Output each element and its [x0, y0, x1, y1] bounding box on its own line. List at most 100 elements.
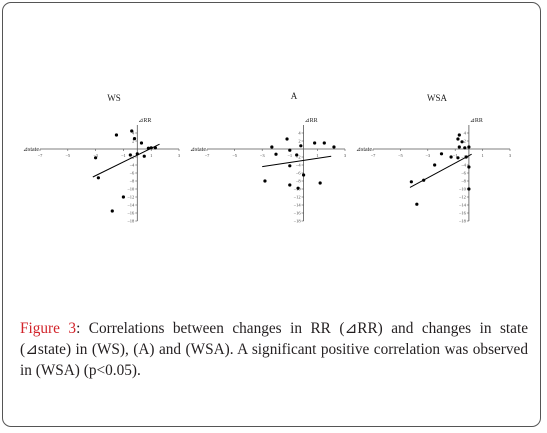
data-point — [464, 155, 468, 159]
y-tick-label: −14 — [459, 203, 467, 208]
data-point — [135, 152, 139, 156]
data-point — [288, 183, 292, 187]
data-point — [415, 202, 419, 206]
y-tick-label: −2 — [461, 155, 466, 160]
y-tick-label: −14 — [294, 203, 302, 208]
data-point — [146, 146, 151, 150]
y-tick-label: −12 — [459, 195, 466, 200]
data-point — [313, 141, 317, 145]
y-tick-label: −16 — [127, 211, 135, 216]
y-tick-label: −2 — [130, 155, 135, 160]
trendline — [262, 155, 332, 168]
x-tick-label: −3 — [260, 153, 266, 158]
data-point — [121, 195, 125, 199]
x-tick-label: −1 — [121, 153, 126, 158]
data-point — [153, 146, 157, 150]
y-tick-label: −8 — [461, 179, 467, 184]
data-point — [322, 141, 326, 145]
y-axis-label: ⊿RR — [305, 118, 318, 124]
data-point — [449, 155, 453, 159]
x-tick-label: 1 — [481, 153, 483, 158]
data-point — [288, 148, 292, 152]
data-point — [285, 137, 289, 141]
x-tick-label: −1 — [453, 153, 458, 158]
data-point — [457, 133, 461, 137]
y-tick-label: 2 — [464, 139, 466, 144]
y-tick-label: 2 — [132, 139, 134, 144]
x-tick-label: −1 — [287, 153, 292, 158]
data-point — [94, 156, 98, 160]
y-tick-label: −6 — [461, 171, 467, 176]
x-tick-label: −5 — [398, 153, 404, 158]
y-tick-label: −14 — [127, 203, 135, 208]
data-point — [457, 145, 461, 149]
y-tick-label: −18 — [127, 219, 135, 224]
data-point — [467, 145, 471, 149]
x-tick-label: −7 — [205, 153, 211, 158]
data-point — [139, 141, 144, 145]
data-point — [332, 145, 336, 149]
y-axis-label: ⊿RR — [138, 118, 151, 124]
data-point — [467, 165, 471, 169]
scatter-panel-2: A−7−5−3−11342−2−4−6−8−10−12−14−16−18⊿RR⊿… — [190, 91, 347, 224]
x-tick-label: 3 — [509, 153, 512, 158]
data-point — [295, 153, 299, 157]
y-tick-label: −12 — [294, 195, 301, 200]
x-tick-label: −7 — [38, 153, 44, 158]
y-tick-label: −12 — [127, 195, 134, 200]
y-tick-label: −16 — [294, 211, 302, 216]
data-point — [409, 180, 413, 184]
data-point — [456, 137, 460, 141]
y-tick-label: −2 — [296, 155, 301, 160]
panel-title: WSA — [427, 93, 448, 103]
y-tick-label: 4 — [132, 131, 135, 136]
data-point — [456, 156, 460, 160]
data-point — [149, 146, 153, 150]
data-point — [128, 153, 132, 157]
data-point — [274, 152, 278, 156]
y-tick-label: −18 — [459, 219, 467, 224]
y-axis-label: ⊿RR — [470, 118, 483, 124]
data-point — [318, 181, 322, 185]
data-point — [96, 176, 100, 180]
y-tick-label: −8 — [296, 179, 302, 184]
x-tick-label: −3 — [425, 153, 431, 158]
data-point — [433, 163, 437, 167]
panel-title: A — [291, 91, 298, 101]
x-axis-label: ⊿state — [356, 147, 372, 153]
y-tick-label: −10 — [127, 187, 135, 192]
y-tick-label: 4 — [464, 131, 467, 136]
data-point — [422, 178, 426, 182]
data-point — [110, 209, 114, 213]
x-axis-label: ⊿state — [23, 147, 39, 153]
y-tick-label: −4 — [130, 163, 136, 168]
data-point — [439, 152, 444, 156]
data-point — [263, 179, 267, 183]
y-tick-label: −6 — [130, 171, 136, 176]
data-point — [130, 129, 134, 133]
panel-title: WS — [107, 93, 121, 103]
data-point — [296, 186, 300, 190]
y-tick-label: −18 — [294, 219, 302, 224]
y-tick-label: 2 — [298, 139, 300, 144]
scatter-panel-3: WSA −7 −5 −3 −1 1 3 4 2 −2 −4 −6 −8 −10 −12 −14 −16 −18 ⊿R… — [356, 93, 512, 224]
data-point — [114, 133, 119, 137]
x-tick-label: −5 — [232, 153, 238, 158]
x-tick-label: 3 — [178, 153, 181, 158]
y-tick-label: −4 — [461, 163, 467, 168]
y-tick-label: −16 — [459, 211, 467, 216]
y-tick-label: −4 — [296, 163, 302, 168]
trendline — [409, 153, 472, 188]
data-point — [270, 145, 274, 149]
data-point — [299, 144, 303, 148]
x-tick-label: −5 — [65, 153, 71, 158]
scatter-panel-1: WS −7 −5 −3 −1 1 3 4 2 −2 −4 −6 −8 −10 −12 −14 −16 −18 ⊿RR… — [23, 93, 181, 224]
data-point — [467, 187, 471, 191]
y-tick-label: −6 — [296, 171, 302, 176]
x-axis-label: ⊿state — [190, 147, 206, 153]
data-point — [302, 173, 306, 177]
data-point — [288, 164, 292, 168]
y-tick-label: −8 — [130, 179, 136, 184]
y-tick-label: 4 — [298, 131, 301, 136]
